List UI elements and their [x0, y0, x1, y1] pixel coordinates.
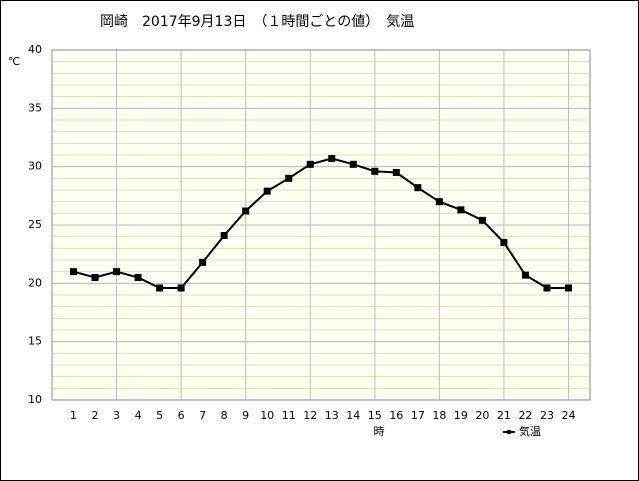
- x-tick-label: 14: [346, 409, 360, 422]
- x-label: 時: [374, 425, 385, 438]
- x-tick-label: 19: [454, 409, 468, 422]
- x-tick-label: 7: [199, 409, 206, 422]
- plot-border: [51, 49, 591, 401]
- marker: [134, 274, 142, 281]
- marker: [457, 206, 465, 214]
- y-tick-label: 10: [28, 393, 42, 406]
- marker: [349, 160, 357, 168]
- y-tick-label: 15: [28, 335, 42, 348]
- x-tick-label: 9: [242, 409, 249, 422]
- marker: [564, 284, 572, 292]
- x-tick-label: 23: [540, 409, 554, 422]
- marker: [177, 284, 185, 292]
- marker: [435, 198, 443, 206]
- marker: [91, 274, 99, 281]
- marker: [263, 187, 271, 195]
- x-tick-label: 13: [325, 409, 339, 422]
- x-tick-label: 4: [135, 409, 142, 422]
- marker: [70, 268, 78, 276]
- x-tick-label: 8: [221, 409, 228, 422]
- chart-title: 岡崎 2017年9月13日 （１時間ごとの値） 気温: [100, 14, 414, 30]
- line: [73, 157, 569, 289]
- y-unit: ℃: [8, 55, 20, 68]
- y-tick-label: 25: [28, 218, 42, 231]
- y-tick-label: 40: [28, 43, 42, 56]
- marker: [500, 239, 508, 246]
- x-tick-label: 2: [92, 409, 99, 422]
- marker: [156, 284, 164, 292]
- y-tick-label: 20: [28, 276, 42, 289]
- x-tick-label: 18: [432, 409, 446, 422]
- x-tick-label: 22: [518, 409, 532, 422]
- x-tick-label: 15: [368, 409, 382, 422]
- marker: [242, 207, 250, 215]
- marker: [414, 184, 422, 192]
- marker: [521, 271, 529, 279]
- marker: [113, 268, 121, 276]
- marker: [306, 160, 314, 168]
- marker: [371, 167, 379, 175]
- x-tick-label: 6: [178, 409, 185, 422]
- marker: [478, 216, 486, 224]
- x-tick-label: 17: [411, 409, 425, 422]
- x-tick-label: 1: [70, 409, 77, 422]
- marker: [392, 169, 400, 176]
- marker: [543, 284, 551, 292]
- y-tick-label: 30: [28, 160, 42, 173]
- x-tick-label: 24: [561, 409, 575, 422]
- x-tick-label: 11: [282, 409, 296, 422]
- marker: [199, 258, 207, 266]
- marker: [328, 155, 336, 162]
- y-tick-label: 35: [28, 101, 42, 114]
- x-tick-label: 16: [389, 409, 403, 422]
- marker: [285, 174, 293, 182]
- x-tick-label: 21: [497, 409, 511, 422]
- x-tick-label: 20: [475, 409, 489, 422]
- marker: [220, 232, 228, 239]
- legend-symbol: [507, 430, 511, 434]
- x-tick-label: 3: [113, 409, 120, 422]
- x-tick-label: 12: [303, 409, 317, 422]
- x-tick-label: 5: [156, 409, 163, 422]
- legend-label: 気温: [519, 424, 541, 438]
- x-tick-label: 10: [260, 409, 274, 422]
